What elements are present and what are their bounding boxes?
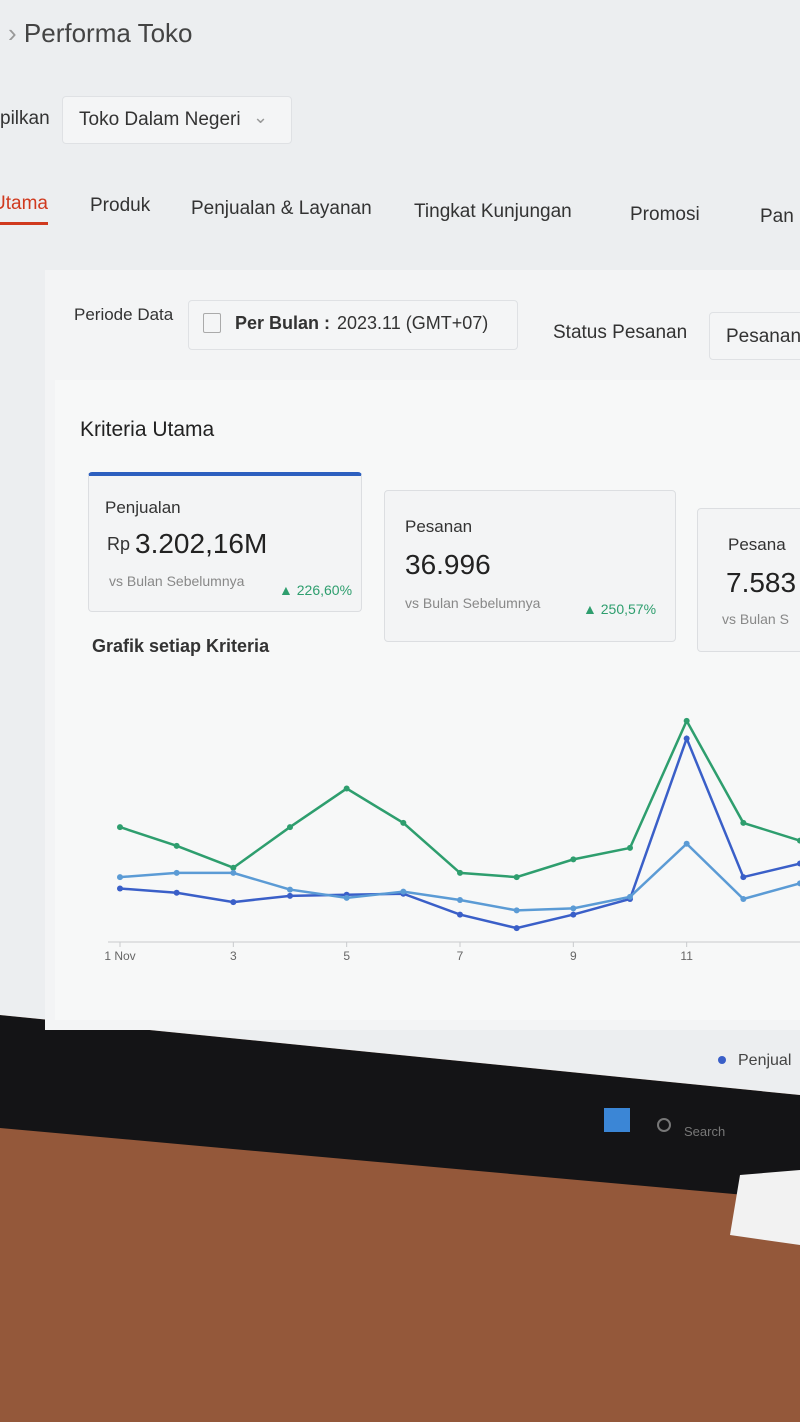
section-title: Kriteria Utama (80, 418, 215, 441)
data-point (173, 889, 180, 896)
data-point (740, 819, 747, 826)
data-point (457, 897, 463, 903)
tab[interactable]: Promosi (630, 204, 700, 225)
data-point (173, 842, 180, 849)
tab[interactable]: Pan (760, 206, 794, 227)
card-compare: vs Bulan Sebelumnya (405, 595, 541, 611)
card-change-value: 250,57% (600, 601, 657, 617)
card-value: 7.583 (726, 567, 797, 598)
data-point (570, 911, 577, 918)
legend-marker (718, 1056, 726, 1064)
data-point (117, 874, 123, 881)
x-tick-label: 7 (457, 949, 464, 963)
period-label: Periode Data (74, 305, 174, 324)
card-value: 36.996 (405, 549, 491, 580)
data-point (570, 905, 577, 912)
breadcrumb-text: Performa Toko (23, 18, 193, 48)
data-point (457, 911, 463, 918)
metric-card[interactable]: Pesana 7.583 vs Bulan S (697, 508, 800, 652)
metric-card[interactable]: Penjualan Rp 3.202,16M vs Bulan Sebelumn… (88, 472, 362, 612)
bezel (0, 1015, 800, 1200)
chart: 1 Nov 3 5 7 9 11 Penjual (104, 717, 800, 1069)
card-value: 3.202,16M (135, 528, 268, 559)
card-compare: vs Bulan Sebelumnya (109, 573, 245, 589)
data-point (400, 888, 407, 895)
card-compare: vs Bulan S (722, 611, 789, 627)
data-point (683, 840, 690, 847)
x-tick-label: 5 (343, 949, 350, 963)
sticker (730, 1170, 800, 1245)
card-title: Pesana (728, 535, 786, 554)
data-point (513, 874, 520, 881)
data-point (797, 880, 800, 887)
tab-underline (0, 222, 48, 225)
data-point (513, 925, 520, 932)
data-point (343, 785, 350, 792)
taskbar-search[interactable]: Search (684, 1124, 726, 1139)
card-change: ▲ 250,57% (583, 601, 657, 617)
data-point (230, 869, 237, 876)
card-title: Pesanan (405, 517, 473, 536)
x-tick-label: 11 (680, 949, 693, 963)
tab[interactable]: Tingkat Kunjungan (414, 201, 572, 222)
data-point (117, 885, 123, 892)
data-point (797, 837, 800, 844)
data-point (627, 844, 633, 851)
store-select-value: Toko Dalam Negeri (79, 109, 241, 130)
chevron: ⌄ (253, 107, 269, 127)
status-label: Status Pesanan (553, 322, 688, 343)
data-point (683, 717, 690, 724)
data-point (627, 893, 633, 900)
search-icon (657, 1118, 671, 1132)
card-prefix: Rp (107, 534, 131, 554)
data-point (400, 819, 407, 826)
data-point (117, 824, 123, 831)
data-point (230, 864, 237, 871)
calendar-icon (203, 313, 221, 333)
card-title: Penjualan (105, 498, 181, 517)
period-select[interactable]: Per Bulan : 2023.11 (GMT+07) (188, 300, 518, 350)
x-tick-label: 1 Nov (104, 949, 135, 963)
data-point (457, 869, 463, 876)
data-point (513, 907, 520, 914)
legend-label: Penjual (738, 1052, 791, 1069)
data-point (287, 886, 293, 893)
data-point (740, 874, 747, 881)
data-point (683, 735, 690, 742)
data-point (173, 869, 180, 876)
breadcrumb: › Performa Toko (8, 18, 193, 48)
x-tick-label: 3 (230, 949, 237, 963)
status-value: Pesanan (726, 326, 800, 347)
data-point (740, 895, 747, 902)
x-tick-label: 9 (570, 949, 577, 963)
data-point (230, 899, 237, 906)
store-select[interactable]: Toko Dalam Negeri ⌄ (62, 96, 292, 144)
filter-label: pilkan (0, 108, 50, 129)
data-point (570, 856, 577, 863)
tab[interactable]: Produk (90, 195, 151, 216)
period-mode: Per Bulan : (235, 313, 331, 333)
status-select[interactable]: Pesanan (709, 312, 800, 360)
data-point (287, 824, 293, 831)
card-change: ▲ 226,60% (279, 582, 353, 598)
data-point (797, 860, 800, 867)
period-value: 2023.11 (GMT+07) (337, 313, 489, 333)
metric-card[interactable]: Pesanan 36.996 vs Bulan Sebelumnya ▲ 250… (384, 490, 676, 642)
data-point (343, 894, 350, 901)
tab[interactable]: Penjualan & Layanan (191, 198, 372, 219)
chart-title: Grafik setiap Kriteria (92, 636, 270, 656)
desk (0, 1120, 800, 1422)
data-point (287, 892, 293, 899)
windows-icon (604, 1108, 630, 1132)
card-change-value: 226,60% (296, 582, 353, 598)
tab-active[interactable]: Utama (0, 193, 48, 214)
